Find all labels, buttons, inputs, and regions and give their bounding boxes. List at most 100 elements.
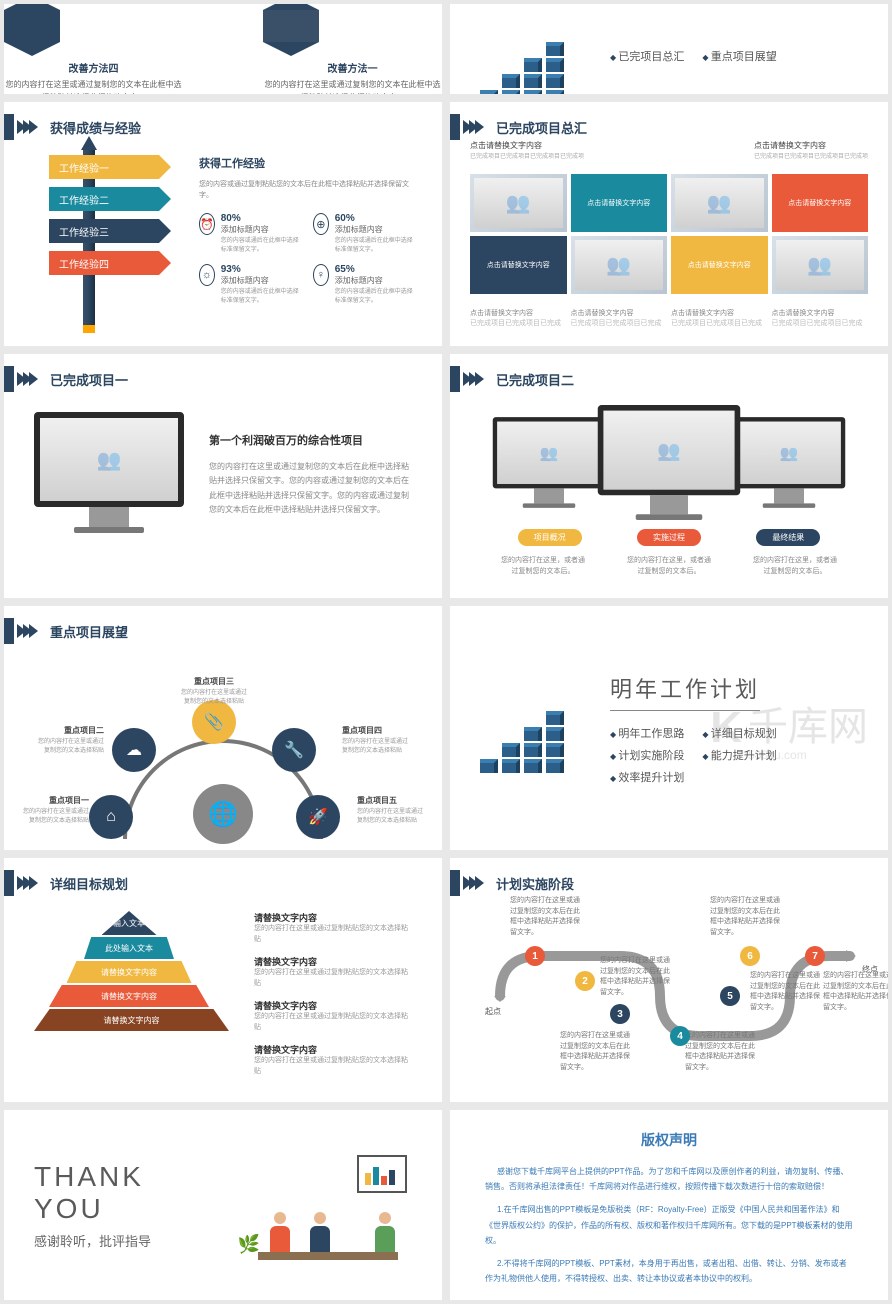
pyramid-chart: 输入文本 此处输入文本 请替换文字内容 请替换文字内容 请替换文字内容 [34, 911, 224, 1087]
target-icon: ⊕ [313, 213, 329, 235]
pyramid-level: 请替换文字内容 [67, 961, 192, 983]
pyramid-level: 请替换文字内容 [34, 1009, 229, 1031]
copyright-body: 感谢您下载千库网平台上提供的PPT作品。为了您和千库网以及原创作者的利益，请勿复… [485, 1164, 853, 1286]
flow-label: 您的内容打在这里或通过复制您的文本后在此框中选择粘贴并选择保留文字。 [510, 896, 585, 938]
header-title: 已完成项目总汇 [496, 118, 587, 137]
thank-you-title: THANK YOU [34, 1161, 218, 1225]
flow-label: 您的内容打在这里或通过复制您的文本后在此框中选择粘贴并选择保留文字。 [750, 971, 825, 1013]
copyright-title: 版权声明 [485, 1130, 853, 1150]
arc-label: 重点项目一您的内容打在这里或通过复制您的文本选择粘贴 [19, 795, 89, 826]
project-desc: 您的内容打在这里或通过复制您的文本后在此框中选择粘贴并选择只保留文字。您的内容或… [209, 460, 412, 518]
slide-thank-you: THANK YOU 感谢聆听，批评指导 🌿 [4, 1110, 442, 1300]
photo-top-label: 点击请替换文字内容已完成项目已完成项目已完成项目已完成项 [470, 140, 584, 160]
bullet-item: 详细目标规划 [702, 725, 776, 741]
section-bullets: 明年工作思路 详细目标规划 计划实施阶段 能力提升计划 效率提升计划 [610, 725, 777, 785]
experience-title: 获得工作经验 [199, 155, 417, 171]
flow-label: 您的内容打在这里或通过复制您的文本后在此框中选择粘贴并选择保留文字。 [710, 896, 785, 938]
chevron-icon [20, 624, 38, 638]
header-title: 详细目标规划 [50, 874, 128, 893]
flow-node: 4 [670, 1026, 690, 1046]
header-title: 计划实施阶段 [496, 874, 574, 893]
chevron-icon [466, 876, 484, 890]
pencil-arrows: 1工作经验一 2工作经验二 3工作经验三 4工作经验四 [29, 155, 169, 305]
thank-you-subtitle: 感谢聆听，批评指导 [34, 1231, 218, 1250]
method-desc: 您的内容打在这里或通过复制您的文本在此框中选择粘贴并选择此框修改文字。 [4, 79, 183, 94]
slide-header: 重点项目展望 [4, 606, 442, 644]
arrow-item-2: 2工作经验二 [29, 187, 169, 211]
slide-section-intro-b: 明年工作计划 明年工作思路 详细目标规划 计划实施阶段 能力提升计划 效率提升计… [450, 606, 888, 850]
section-bullets: 已完项目总汇 重点项目展望 [610, 48, 777, 64]
slide-key-projects: 重点项目展望 ⌂ ☁ 📎 🔧 🚀 🌐 重点项目一您的内容打在这里或通过复制您的文… [4, 606, 442, 850]
blocks-illustration [480, 673, 590, 783]
method-four: 改善方法四 您的内容打在这里或通过复制您的文本在此框中选择粘贴并选择此框修改文字… [4, 10, 183, 94]
flow-node: 3 [610, 1004, 630, 1024]
bullet-item: 计划实施阶段 [610, 747, 684, 763]
method-one: 改善方法一 您的内容打在这里或通过复制您的文本在此框中选择粘贴并选择此框修改文字… [263, 10, 442, 94]
photo-cell-dark: 点击请替换文字内容 [470, 236, 567, 294]
meeting-illustration: 🌿 [238, 1140, 412, 1270]
photo-top-label: 点击请替换文字内容已完成项目已完成项目已完成项目已完成项 [754, 140, 868, 160]
arrow-item-1: 1工作经验一 [29, 155, 169, 179]
bullet-item: 已完项目总汇 [610, 48, 684, 64]
flow-node: 5 [720, 986, 740, 1006]
sun-icon: ☼ [199, 264, 215, 286]
copyright-para: 1.在千库网出售的PPT模板是免版税类（RF：Royalty-Free）正版受《… [485, 1202, 853, 1248]
flow-node: 2 [575, 971, 595, 991]
slide-header: 详细目标规划 [4, 858, 442, 896]
flow-label: 您的内容打在这里或通过复制您的文本后在此框中选择粘贴并选择保留文字。 [560, 1031, 635, 1073]
pill-result: 最终结果 [756, 529, 820, 546]
flow-label: 您的内容打在这里或通过复制您的文本后在此框中选择粘贴并选择保留文字。 [685, 1031, 760, 1073]
pill-desc: 您的内容打在这里，或者通过复制您的文本后。 [498, 556, 588, 577]
plant-icon: 🌿 [238, 1234, 260, 1255]
slide-header: 已完成项目一 [4, 354, 442, 392]
photo-cell [571, 236, 668, 294]
flow-diagram: 起点 终点 1 2 3 4 5 6 7 您的内容打在这里或通过复制您的文本后在此… [450, 896, 888, 1086]
slide-implementation: 计划实施阶段 起点 终点 1 2 3 4 5 6 7 您的内容打在这里或通过复制… [450, 858, 888, 1102]
slide-header: 计划实施阶段 [450, 858, 888, 896]
arc-node-wrench-icon: 🔧 [272, 728, 316, 772]
slide-section-intro-a: 已完项目总汇 重点项目展望 [450, 4, 888, 94]
header-title: 获得成绩与经验 [50, 118, 141, 137]
arc-node-home-icon: ⌂ [89, 795, 133, 839]
bullet-item: 明年工作思路 [610, 725, 684, 741]
stat-item: ☼93%添加标题内容您的内容或通后在此框中选择标准保留文字。 [199, 264, 303, 305]
project-title: 第一个利润破百万的综合性项目 [209, 432, 412, 448]
header-title: 已完成项目一 [50, 370, 128, 389]
pill-overview: 项目概况 [518, 529, 582, 546]
pyramid-desc-item: 请替换文字内容您的内容打在这里或通过复制粘贴您的文本选择粘贴 [254, 911, 412, 945]
copyright-para: 2.不得将千库网的PPT模板、PPT素材，本身用于再出售，或者出租、出借、转让、… [485, 1256, 853, 1286]
method-title: 改善方法四 [4, 60, 183, 75]
method-desc: 您的内容打在这里或通过复制您的文本在此框中选择粘贴并选择此框修改文字。 [263, 79, 442, 94]
pill-process: 实施过程 [637, 529, 701, 546]
arc-center-globe-icon: 🌐 [193, 784, 253, 844]
bullet-item: 能力提升计划 [702, 747, 776, 763]
stat-item: ⏰80%添加标题内容您的内容或通后在此框中选择标准保留文字。 [199, 213, 303, 254]
photo-caption: 点击请替换文字内容已完成项目已完成项目已完成 [571, 308, 668, 328]
bullet-item: 效率提升计划 [610, 769, 684, 785]
stat-item: ♀65%添加标题内容您的内容或通后在此框中选择标准保留文字。 [313, 264, 417, 305]
slide-methods: 改善方法四 您的内容打在这里或通过复制您的文本在此框中选择粘贴并选择此框修改文字… [4, 4, 442, 94]
slide-header: 已完成项目二 [450, 354, 888, 392]
arc-label: 重点项目四您的内容打在这里或通过复制您的文本选择粘贴 [342, 725, 412, 756]
arc-node-cloud-icon: ☁ [112, 728, 156, 772]
hex-icon [263, 10, 319, 42]
person-icon [372, 1212, 397, 1252]
arrow-item-3: 3工作经验三 [29, 219, 169, 243]
photo-cell-orange: 点击请替换文字内容 [772, 174, 869, 232]
pyramid-desc-item: 请替换文字内容您的内容打在这里或通过复制粘贴您的文本选择粘贴 [254, 1043, 412, 1077]
chevron-icon [466, 120, 484, 134]
pyramid-desc-item: 请替换文字内容您的内容打在这里或通过复制粘贴您的文本选择粘贴 [254, 999, 412, 1033]
arc-label: 重点项目五您的内容打在这里或通过复制您的文本选择粘贴 [357, 795, 427, 826]
clock-icon: ⏰ [199, 213, 215, 235]
slide-header: 已完成项目总汇 [450, 102, 888, 140]
photo-caption: 点击请替换文字内容已完成项目已完成项目已完成 [671, 308, 768, 328]
flow-start-label: 起点 [485, 1006, 501, 1017]
flow-label: 您的内容打在这里或通过复制您的文本后在此框中选择粘贴并选择保留文字。 [600, 956, 675, 998]
whiteboard-icon [357, 1155, 407, 1193]
person-icon [308, 1212, 333, 1252]
hex-icon [4, 10, 60, 42]
photo-cell [470, 174, 567, 232]
slide-goal-planning: 详细目标规划 输入文本 此处输入文本 请替换文字内容 请替换文字内容 请替换文字… [4, 858, 442, 1102]
header-title: 重点项目展望 [50, 622, 128, 641]
pill-desc: 您的内容打在这里，或者通过复制您的文本后。 [624, 556, 714, 577]
